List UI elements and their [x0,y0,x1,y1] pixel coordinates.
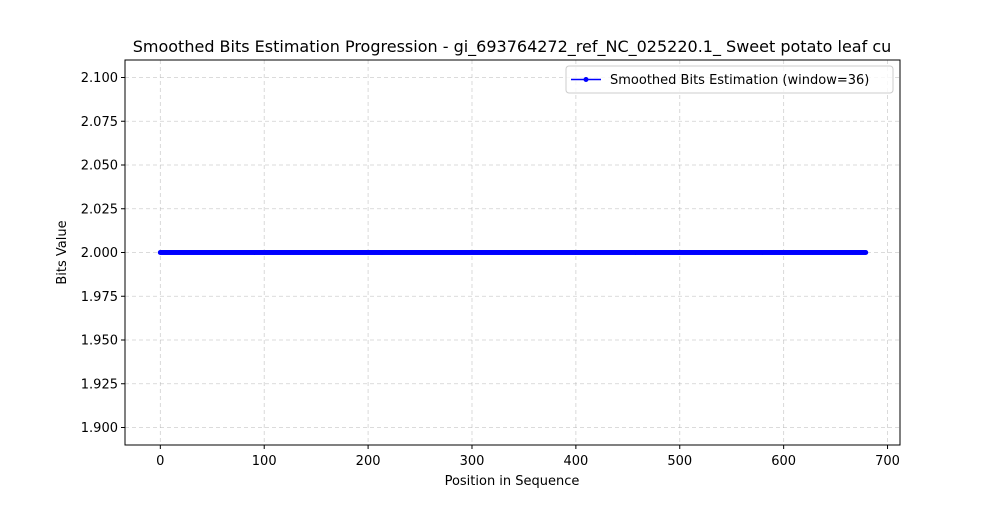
y-tick-label: 2.025 [81,202,118,217]
chart-title: Smoothed Bits Estimation Progression - g… [133,37,892,57]
legend-box [565,65,894,94]
y-tick-label: 2.000 [81,246,118,261]
axis-ticks: 0 100 200 300 400 500 600 700 1.900 1.925 1.950 1.9… [81,71,900,469]
x-tick-label: 300 [460,454,485,469]
data-point [863,250,869,255]
data-series [157,250,869,255]
y-tick-label: 1.925 [81,377,118,392]
y-tick-label: 2.100 [81,71,118,86]
x-tick-label: 700 [875,454,900,469]
y-tick-label: 1.900 [81,421,118,436]
y-axis-label: Bits Value [55,220,70,284]
x-tick-label: 400 [563,454,588,469]
legend-point-marker [583,77,589,82]
legend: Smoothed Bits Estimation (window=36) [565,65,894,94]
y-tick-label: 1.975 [81,290,118,305]
x-tick-label: 0 [156,454,164,469]
y-tick-label: 2.075 [81,115,118,130]
x-axis-label: Position in Sequence [445,474,580,489]
y-tick-label: 1.950 [81,334,118,349]
x-tick-label: 500 [667,454,692,469]
legend-entry-label: Smoothed Bits Estimation (window=36) [610,73,869,88]
x-tick-label: 600 [771,454,796,469]
x-tick-label: 200 [356,454,381,469]
x-tick-label: 100 [252,454,277,469]
y-tick-label: 2.050 [81,159,118,174]
